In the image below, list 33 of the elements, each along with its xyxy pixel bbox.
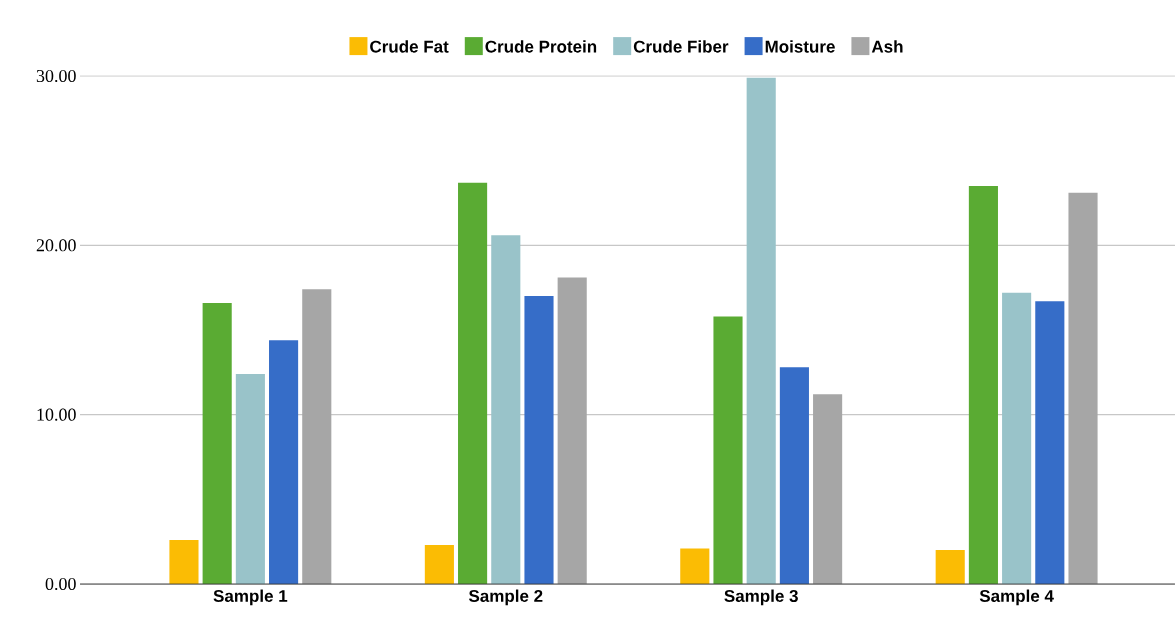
x-tick-label: Sample 4	[979, 589, 1054, 606]
x-tick-label: Sample 3	[724, 589, 798, 606]
legend-label: Crude Protein	[485, 40, 597, 53]
legend-label: Ash	[871, 40, 903, 53]
x-tick-label: Sample 1	[213, 589, 288, 606]
bar	[1035, 301, 1065, 584]
bar	[779, 367, 809, 584]
bar	[713, 316, 743, 584]
legend-label: Moisture	[765, 40, 835, 53]
bar	[813, 394, 843, 584]
bar	[269, 340, 299, 584]
bar	[202, 302, 232, 584]
bar	[491, 235, 521, 584]
legend-label: Crude Fat	[370, 40, 449, 53]
y-tick-label: 20.00	[36, 239, 76, 252]
x-tick-label: Sample 2	[468, 589, 543, 606]
bar	[235, 374, 265, 584]
bar	[680, 548, 710, 584]
y-tick-label: 30.00	[36, 69, 76, 83]
bar	[935, 550, 965, 584]
bar	[458, 182, 488, 584]
bar	[169, 539, 199, 584]
bar	[302, 289, 332, 584]
bar	[968, 186, 998, 584]
bar	[557, 277, 587, 584]
bar	[424, 545, 454, 584]
bar	[524, 296, 554, 584]
bar	[746, 77, 776, 584]
bar	[1002, 292, 1032, 584]
y-tick-label: 10.00	[37, 408, 76, 421]
legend-label: Crude Fiber	[633, 40, 729, 53]
y-tick-label: 0.00	[45, 577, 76, 591]
bar	[1068, 192, 1098, 584]
